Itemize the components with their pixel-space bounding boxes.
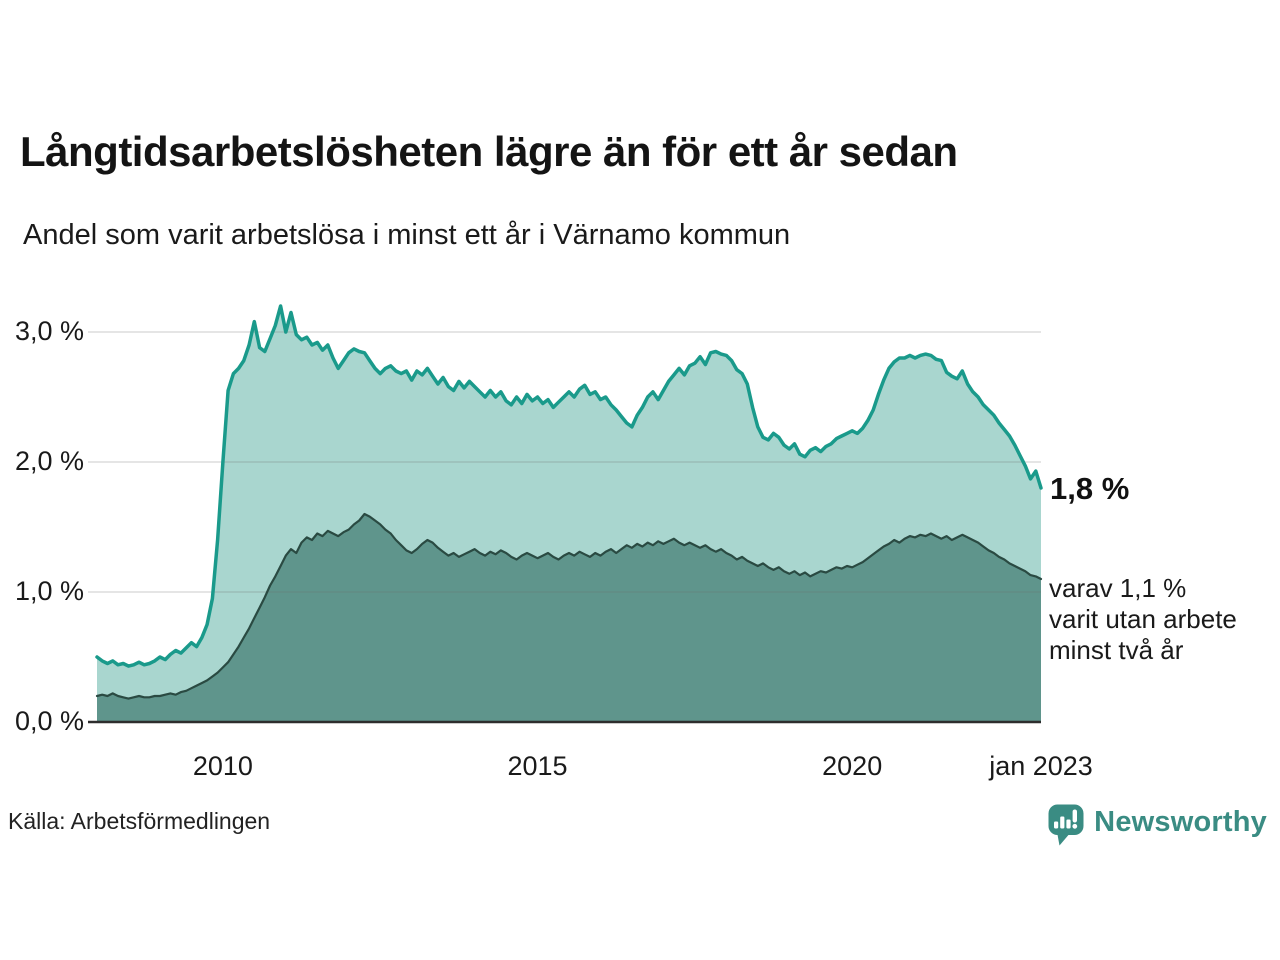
secondary-annotation-line-2: varit utan arbete <box>1049 604 1237 634</box>
y-axis-tick-label: 3,0 % <box>14 315 84 346</box>
series-2-line <box>95 512 1043 700</box>
newsworthy-logo: Newsworthy <box>1047 803 1267 847</box>
y-axis-tick-label: 2,0 % <box>14 445 84 476</box>
x-axis-tick-label: 2015 <box>507 751 568 781</box>
secondary-value-annotation: varav 1,1 % varit utan arbete minst två … <box>1049 573 1237 666</box>
secondary-annotation-line-3: minst två år <box>1049 635 1184 665</box>
newsworthy-wordmark: Newsworthy <box>1094 806 1267 838</box>
series-1-area <box>97 306 1041 722</box>
x-axis-tick-label: 2020 <box>822 751 883 781</box>
logo-bar-3 <box>1066 819 1071 829</box>
logo-bar-1 <box>1054 821 1059 829</box>
chart-title: Långtidsarbetslösheten lägre än för ett … <box>20 128 958 175</box>
x-axis-tick-label: jan 2023 <box>989 751 1093 781</box>
logo-bar-2 <box>1060 816 1065 829</box>
series-1-line <box>95 304 1043 668</box>
secondary-annotation-line-1: varav 1,1 % <box>1049 573 1187 603</box>
y-axis-tick-label: 1,0 % <box>14 575 84 606</box>
series-2-area <box>97 514 1041 722</box>
chart-subtitle: Andel som varit arbetslösa i minst ett å… <box>23 219 791 251</box>
source-note: Källa: Arbetsförmedlingen <box>8 808 271 834</box>
x-axis-tick-label: 2010 <box>192 751 253 781</box>
logo-bubble-tail <box>1057 832 1072 846</box>
bar-chart-speech-bubble-icon <box>1048 804 1084 846</box>
latest-value-annotation: 1,8 % <box>1050 471 1130 506</box>
y-axis-tick-label: 0,0 % <box>14 705 84 736</box>
logo-exclamation-bar <box>1072 809 1078 823</box>
logo-exclamation-dot <box>1072 823 1078 829</box>
logo-bubble-shape <box>1048 804 1084 835</box>
